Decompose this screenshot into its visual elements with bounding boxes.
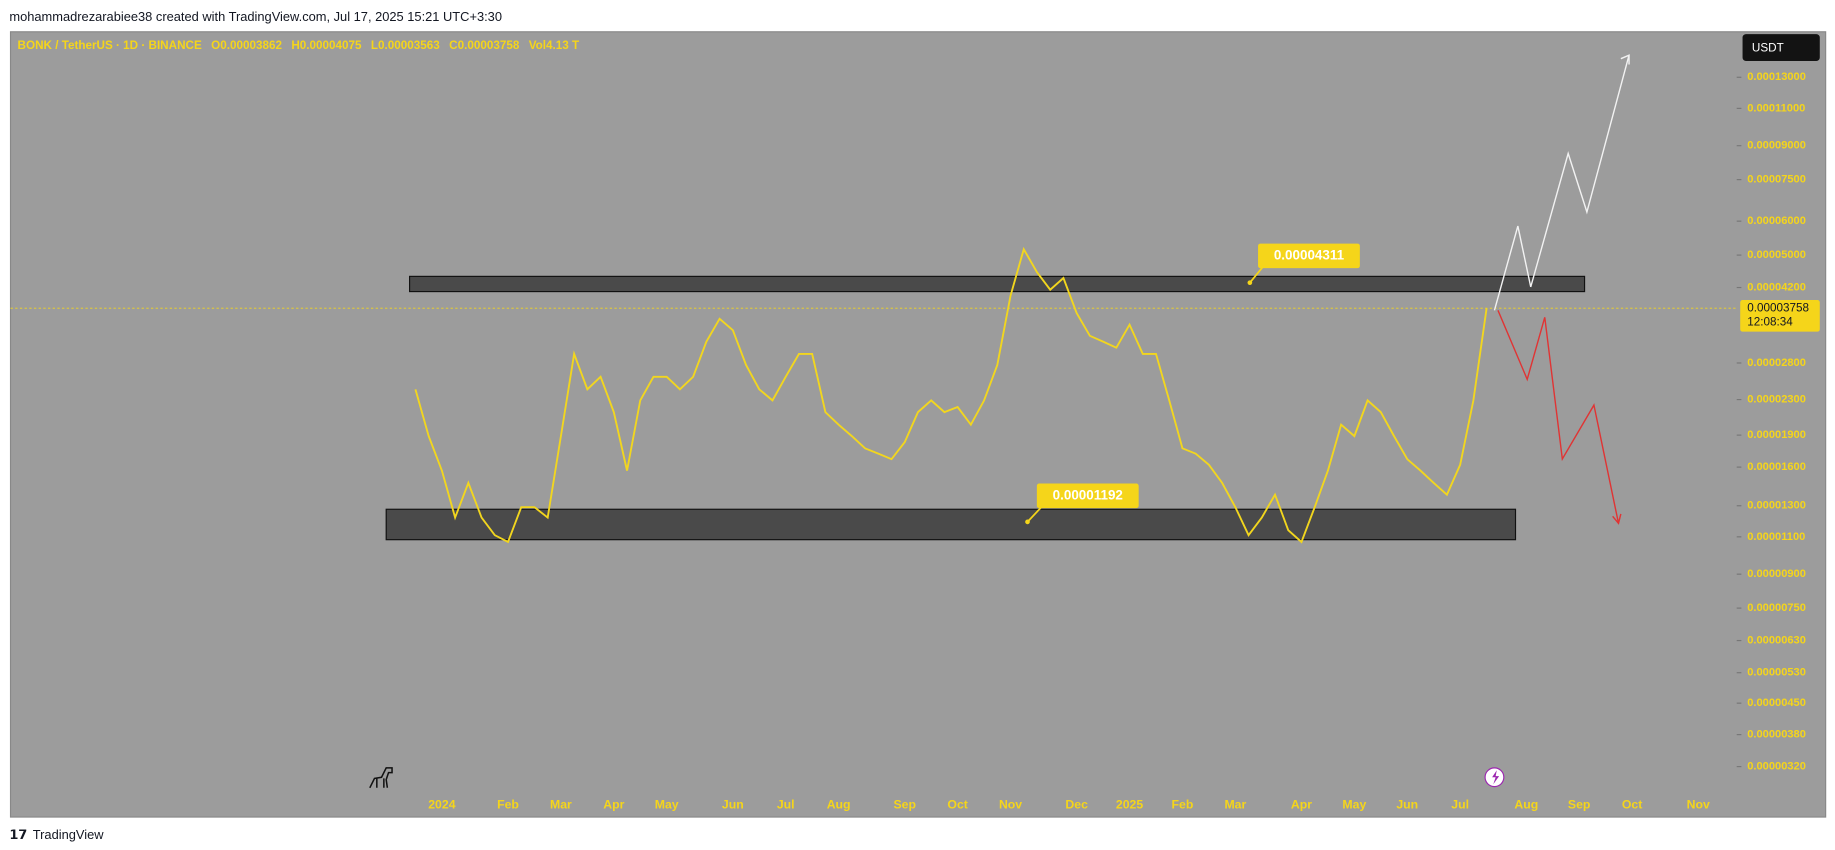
currency: USDT [1752,41,1784,54]
legend-item: O0.00003862 [211,39,282,52]
x-tick-label: Feb [497,798,519,812]
x-tick-label: Feb [1172,798,1194,812]
credit: mohammadrezarabiee38 created with Tradin… [9,9,502,24]
x-tick-label: Aug [827,798,851,812]
callout-box [1036,483,1139,509]
arrow-head [1612,513,1622,525]
x-tick-label: Aug [1514,798,1538,812]
brand: TradingView [33,827,104,842]
y-tick-label: 0.00002300 [1747,394,1806,406]
resistance-zone [409,275,1586,293]
y-tick-label: 0.00000380 [1747,729,1806,741]
y-tick-label: 0.00009000 [1747,140,1806,152]
y-tick-label: 0.00000630 [1747,634,1806,646]
symbol: BONK / TetherUS · 1D · BINANCE [18,39,202,52]
support-zone [385,508,1517,541]
x-tick-label: Apr [603,798,624,812]
legend: BONK / TetherUS · 1D · BINANCE O0.0000386… [18,39,580,52]
x-tick-label: Nov [1687,798,1710,812]
y-tick-label: 0.00001900 [1747,429,1806,441]
plot [10,246,1737,544]
last-price-box [1740,300,1820,332]
x-tick-label: Sep [893,798,916,812]
dino-icon [369,767,393,789]
currency-button[interactable] [1742,34,1820,62]
arrow-head [1620,54,1630,65]
legend-item: Vol4.13 T [529,39,580,52]
x-tick-label: Jul [777,798,795,812]
y-tick-label: 0.00001300 [1747,500,1806,512]
x-tick-label: May [1342,798,1366,812]
x-tick-label: May [655,798,679,812]
x-tick-label: Jun [722,798,744,812]
y-tick-label: 0.00007500 [1747,174,1806,186]
x-tick-label: 2025 [1116,798,1143,812]
callout-stem [1026,506,1043,523]
y-tick-label: 0.00001100 [1747,531,1805,543]
x-tick-label: Sep [1568,798,1591,812]
y-tick-label: 0.00006000 [1747,215,1806,227]
x-tick-label: Mar [1224,798,1246,812]
x-tick-label: Mar [550,798,572,812]
chart-area [9,31,1827,818]
x-tick-label: Jul [1451,798,1469,812]
bull-projection [1493,55,1630,311]
x-tick-label: Nov [999,798,1022,812]
bolt [1492,770,1500,785]
callout-stem [1249,266,1264,284]
x-tick-label: Apr [1291,798,1312,812]
x-tick-label: Dec [1065,798,1088,812]
callout-box [1258,243,1360,269]
annotation-point [1247,280,1253,286]
legend-item: H0.00004075 [291,39,362,52]
bear-projection [1497,310,1620,524]
y-tick-label: 0.00011000 [1747,102,1805,114]
annotation-label: 0.00004311 [1274,247,1345,262]
y-tick-label: 0.00000900 [1747,568,1806,580]
x-tick-label: Oct [1622,798,1642,812]
y-tick-label: 0.00002800 [1747,357,1806,369]
annotation-label: 0.00001192 [1053,487,1123,502]
x-tick-label: Jun [1396,798,1418,812]
countdown: 12:08:34 [1747,315,1793,328]
y-tick-label: 0.00000530 [1747,667,1806,679]
y-tick-label: 0.00005000 [1747,249,1806,261]
y-tick-label: 0.00001600 [1747,461,1806,473]
legend-item: C0.00003758 [449,39,520,52]
x-tick-label: 2024 [428,798,455,812]
last-price: 0.00003758 [1747,301,1809,314]
y-tick-label: 0.00004200 [1747,281,1806,293]
y-tick-label: 0.00000750 [1747,602,1806,614]
y-tick-label: 0.00000320 [1747,761,1806,773]
price-line [414,246,1488,544]
legend-item: L0.00003563 [371,39,440,52]
logo-mark: 𝟭𝟳 [9,827,27,842]
annotation-point [1025,519,1030,525]
y-tick-label: 0.00000450 [1747,697,1806,709]
y-tick-label: 0.00013000 [1747,71,1806,83]
x-tick-label: Oct [947,798,967,812]
